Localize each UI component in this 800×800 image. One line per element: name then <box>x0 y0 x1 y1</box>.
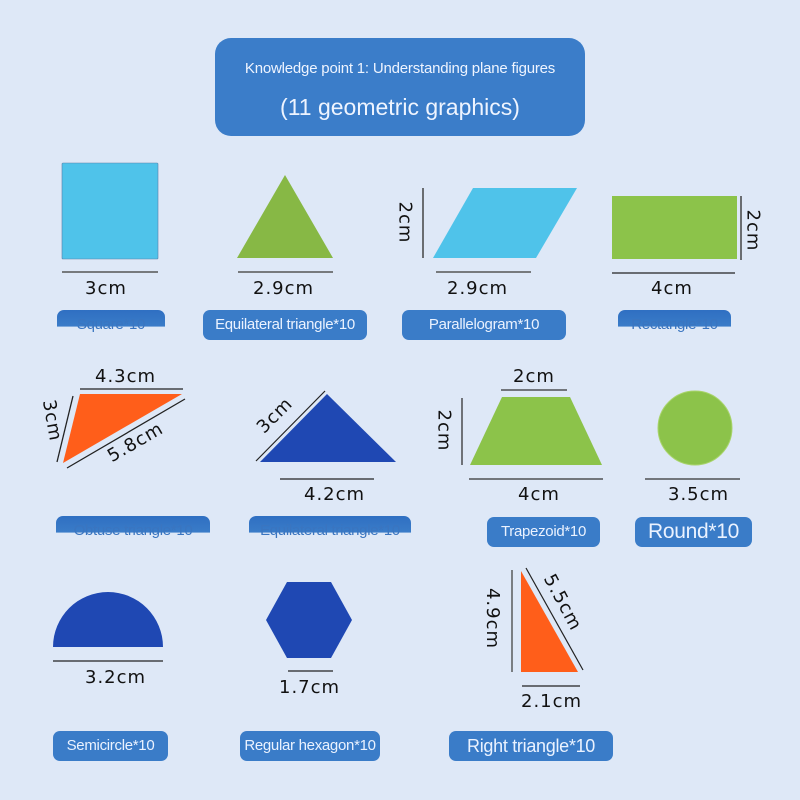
trapezoid-top-dim: 2cm <box>513 366 555 387</box>
rectangle-shape <box>612 196 737 259</box>
label-regular-hexagon: Regular hexagon*10 <box>240 731 380 761</box>
obtuse-left-line <box>56 395 74 463</box>
blue-triangle-base-dim: 4.2cm <box>304 484 366 505</box>
label-semicircle: Semicircle*10 <box>53 731 168 761</box>
title-text: Knowledge point 1: Understanding plane f… <box>244 60 556 77</box>
square-side-dim: 3cm <box>85 278 127 299</box>
trapezoid-shape <box>470 397 602 465</box>
label-parallelogram: Parallelogram*10 <box>402 310 566 340</box>
subtitle-text: (11 geometric graphics) <box>280 94 520 120</box>
obtuse-triangle-shape <box>63 394 182 463</box>
label-rectangle: Rectangle*10 <box>618 310 731 340</box>
label-trapezoid: Trapezoid*10 <box>487 517 600 547</box>
parallelogram-shape <box>433 188 577 258</box>
hexagon-side-dim: 1.7cm <box>279 677 341 698</box>
label-equilateral-triangle-blue: Equilateral triangle*10 <box>249 516 411 546</box>
title-banner: Knowledge point 1: Understanding plane f… <box>215 38 585 136</box>
green-triangle-side-dim: 2.9cm <box>253 278 315 299</box>
obtuse-long-line <box>66 398 186 469</box>
trapezoid-height-dim: 2cm <box>433 409 455 452</box>
rectangle-base-dim: 4cm <box>651 278 693 299</box>
label-square: Square*10 <box>57 310 165 340</box>
right-triangle-hyp-line <box>525 567 584 671</box>
rectangle-height-dim: 2cm <box>742 209 764 252</box>
right-triangle-base-dim: 2.1cm <box>521 691 583 712</box>
label-right-triangle: Right triangle*10 <box>449 731 613 761</box>
square-shape <box>61 162 159 260</box>
semicircle-diameter-dim: 3.2cm <box>85 667 147 688</box>
blue-triangle-side-line <box>255 390 326 462</box>
label-round: Round*10 <box>635 517 752 547</box>
obtuse-top-dim: 4.3cm <box>95 366 157 387</box>
right-triangle-height-dim: 4.9cm <box>482 587 504 650</box>
hexagon-shape <box>266 582 352 658</box>
circle-shape <box>657 390 733 466</box>
semicircle-shape <box>53 592 163 647</box>
circle-diameter-dim: 3.5cm <box>668 484 730 505</box>
right-triangle-shape <box>521 571 578 672</box>
blue-triangle-shape <box>260 394 396 462</box>
parallelogram-height-dim: 2cm <box>394 201 416 244</box>
parallelogram-base-dim: 2.9cm <box>447 278 509 299</box>
trapezoid-base-dim: 4cm <box>518 484 560 505</box>
label-obtuse-triangle: Obtuse triangle*10 <box>56 516 210 546</box>
label-equilateral-triangle-green: Equilateral triangle*10 <box>203 310 367 340</box>
green-triangle-shape <box>237 175 333 258</box>
